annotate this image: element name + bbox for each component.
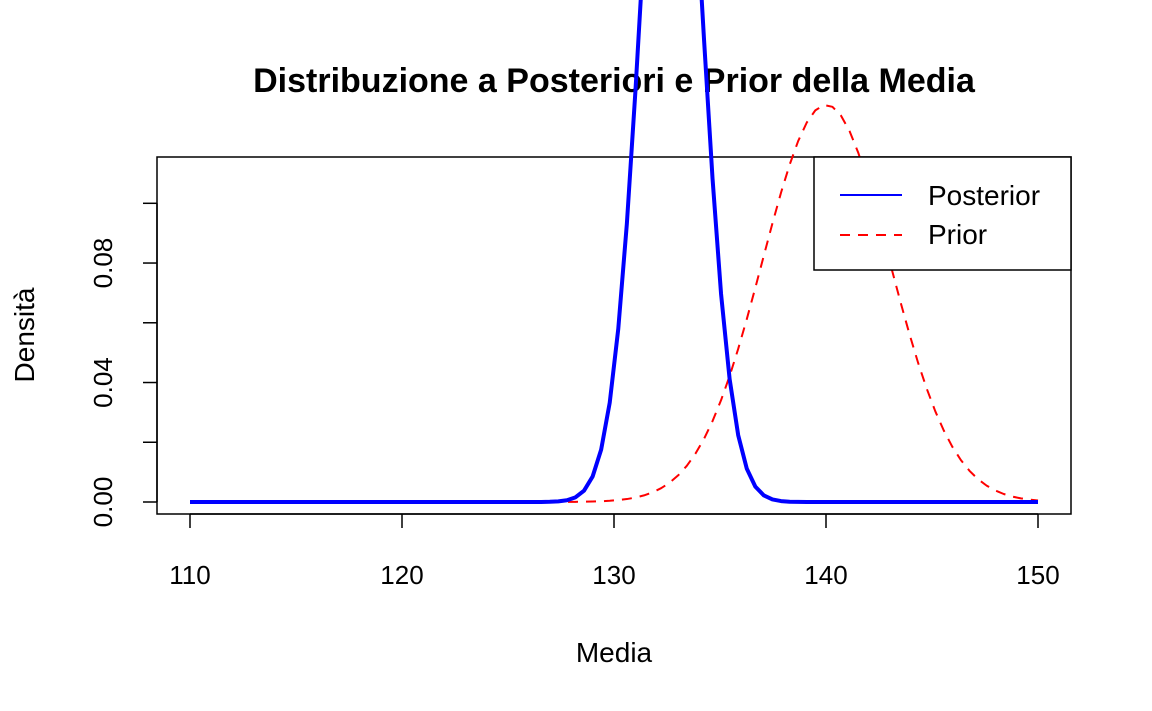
x-tick-label: 110 [169, 560, 210, 590]
x-axis-label: Media [576, 637, 653, 668]
x-axis: 110 120 130 140 150 [169, 513, 1060, 590]
x-tick-label: 130 [592, 560, 635, 590]
chart-title: Distribuzione a Posteriori e Prior della… [253, 62, 976, 100]
x-tick-label: 140 [804, 560, 847, 590]
legend-label-prior: Prior [928, 219, 987, 250]
series-layer [190, 0, 1039, 504]
series-line-posterior [190, 0, 1038, 504]
legend: Posterior Prior [813, 156, 1072, 271]
y-axis: 0.00 0.04 0.08 [88, 202, 158, 528]
y-tick-label: 0.04 [88, 357, 118, 408]
legend-label-posterior: Posterior [928, 180, 1040, 211]
x-tick-label: 120 [380, 560, 423, 590]
x-tick-label: 150 [1016, 560, 1059, 590]
legend-box [813, 156, 1072, 271]
series-line-prior [190, 104, 1039, 503]
y-tick-label: 0.00 [88, 477, 118, 528]
y-axis-label: Densità [9, 287, 40, 382]
y-tick-label: 0.08 [88, 238, 118, 289]
